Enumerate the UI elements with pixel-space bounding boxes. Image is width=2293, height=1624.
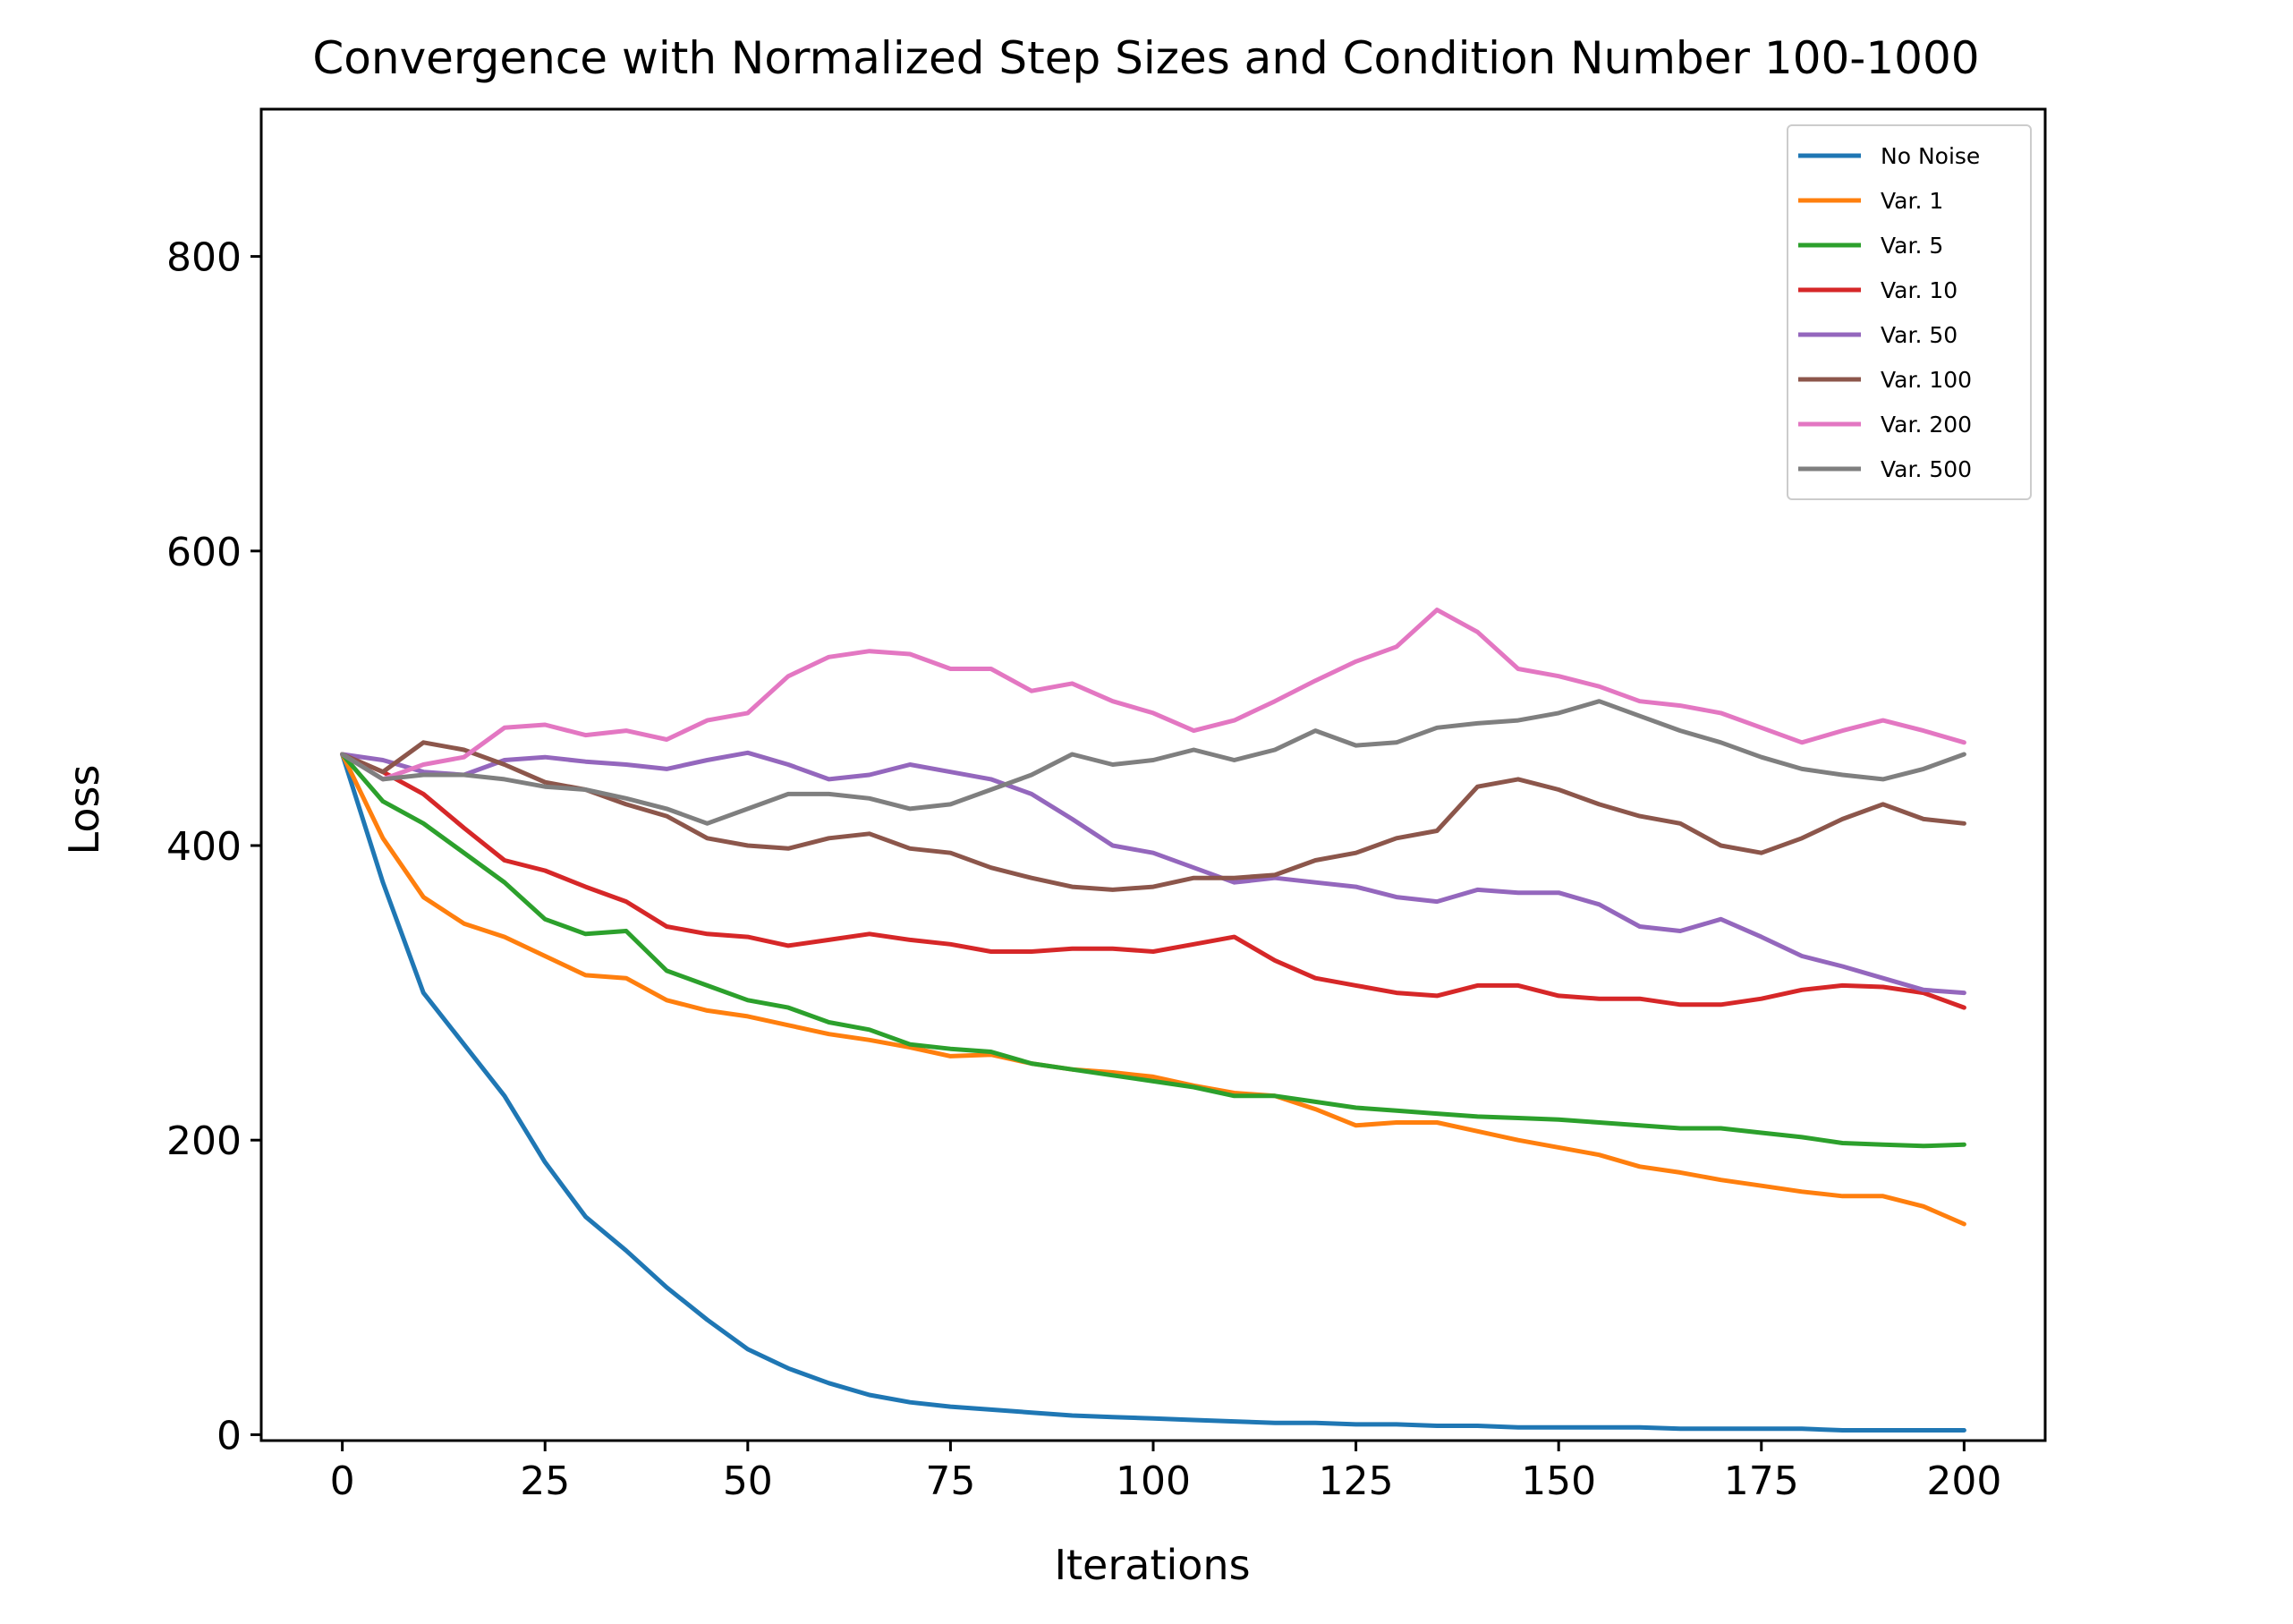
x-tick-label: 100 <box>1116 1458 1191 1504</box>
plot-area <box>340 608 1966 1433</box>
x-tick-label: 200 <box>1926 1458 2001 1504</box>
legend-label: Var. 5 <box>1881 233 1943 259</box>
y-tick-label: 0 <box>217 1413 242 1458</box>
y-tick-label: 600 <box>166 530 242 575</box>
axes: 0 25 50 75 100 125 150 175 200 0 200 400 600 800 <box>166 107 2047 1504</box>
series-line-var-10 <box>340 752 1966 1010</box>
x-tick-label: 125 <box>1319 1458 1394 1504</box>
y-axis-label: Loss <box>60 765 108 855</box>
series-line-var-500 <box>340 699 1966 826</box>
series-line-var-5 <box>340 752 1966 1149</box>
y-tick-label: 800 <box>166 235 242 281</box>
legend-label: Var. 1 <box>1881 188 1943 214</box>
series-line-no-noise <box>340 752 1966 1433</box>
series-line-var-200 <box>340 608 1966 782</box>
chart-title: Convergence with Normalized Step Sizes a… <box>312 32 1979 84</box>
x-tick-label: 25 <box>520 1458 570 1504</box>
legend-box <box>1787 124 2032 500</box>
legend: No Noise Var. 1 Var. 5 Var. 10 Var. 50 Var. 1… <box>1787 124 2032 500</box>
series-line-var-50 <box>340 750 1966 996</box>
x-tick-label: 175 <box>1724 1458 1799 1504</box>
legend-label: No Noise <box>1881 143 1980 169</box>
legend-label: Var. 200 <box>1881 412 1972 438</box>
x-tick-label: 75 <box>925 1458 975 1504</box>
series-line-var-1 <box>340 752 1966 1227</box>
x-tick-label: 0 <box>330 1458 355 1504</box>
y-tick-label: 200 <box>166 1118 242 1164</box>
legend-label: Var. 100 <box>1881 367 1972 393</box>
x-tick-label: 50 <box>723 1458 773 1504</box>
legend-label: Var. 50 <box>1881 322 1958 348</box>
y-tick-label: 400 <box>166 824 242 870</box>
legend-label: Var. 10 <box>1881 277 1958 303</box>
series-line-var-100 <box>340 740 1966 892</box>
x-tick-label: 150 <box>1521 1458 1596 1504</box>
legend-label: Var. 500 <box>1881 456 1972 482</box>
x-axis-label: Iterations <box>1054 1541 1250 1589</box>
